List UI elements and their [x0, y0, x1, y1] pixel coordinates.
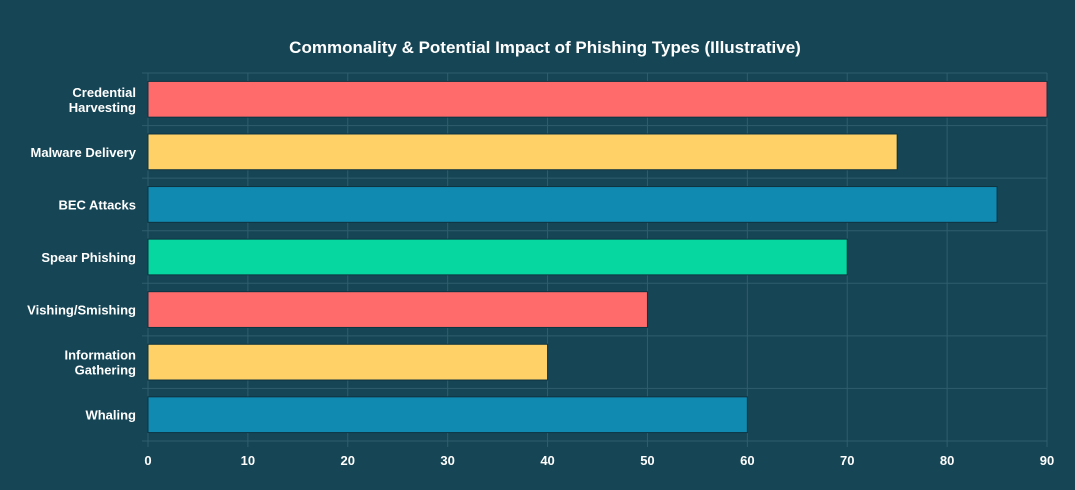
- x-tick-label: 30: [440, 453, 454, 468]
- chart-title: Commonality & Potential Impact of Phishi…: [289, 38, 801, 57]
- y-category-label: Credential Harvesting: [69, 85, 136, 115]
- bar: [147, 80, 1048, 118]
- bar: [147, 396, 748, 434]
- x-tick-label: 20: [341, 453, 355, 468]
- x-axis-ticks: 0 10 20 30 40 50 60 70 80 90: [144, 453, 1054, 468]
- y-category-label: BEC Attacks: [58, 197, 136, 212]
- x-tick-label: 80: [940, 453, 954, 468]
- bar: [147, 291, 648, 328]
- y-category-label: Information Gathering: [65, 348, 137, 378]
- x-tick-label: 0: [144, 453, 151, 468]
- y-category-label: Whaling: [85, 408, 136, 423]
- x-tick-label: 60: [740, 453, 754, 468]
- x-tick-label: 90: [1040, 453, 1054, 468]
- bar: [147, 186, 998, 223]
- bars: [147, 80, 1048, 434]
- x-tick-label: 40: [540, 453, 554, 468]
- bar: [147, 343, 549, 381]
- x-tick-label: 50: [640, 453, 654, 468]
- bar: [147, 133, 898, 171]
- x-tick-label: 10: [241, 453, 255, 468]
- x-tick-label: 70: [840, 453, 854, 468]
- y-category-label: Malware Delivery: [30, 145, 136, 160]
- y-category-label: Vishing/Smishing: [27, 303, 136, 318]
- y-category-label: Spear Phishing: [41, 250, 136, 265]
- bar: [147, 238, 848, 276]
- y-axis-labels: Credential Harvesting Malware Delivery BEC …: [27, 85, 137, 423]
